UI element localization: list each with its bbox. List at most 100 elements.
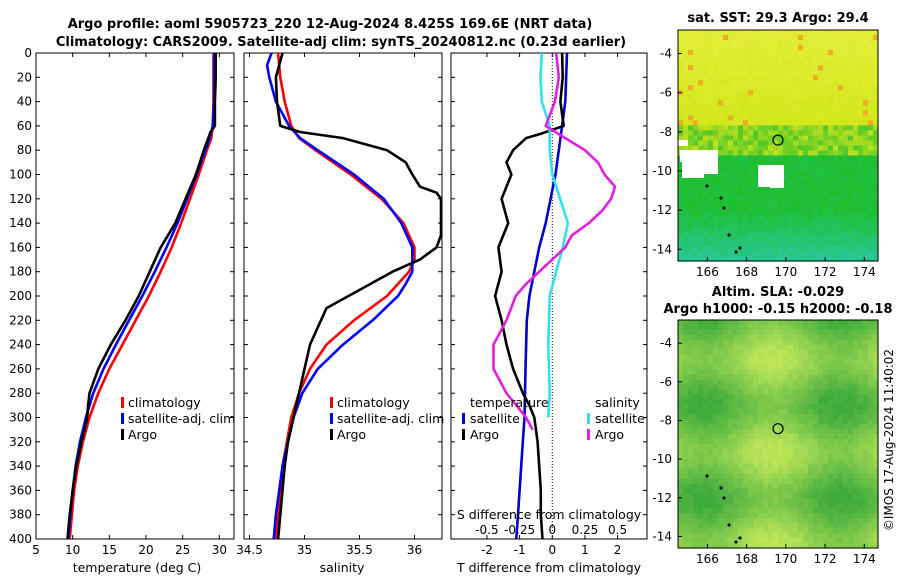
sst-map-cell	[768, 110, 774, 116]
sst-map-cell	[693, 100, 699, 106]
alt-map-cell	[838, 498, 844, 504]
sst-map-cell	[868, 145, 874, 152]
sst-map-cell	[713, 130, 719, 136]
alt-map-cell	[713, 443, 719, 450]
alt-map-cell	[833, 443, 839, 450]
alt-map-cell	[733, 334, 739, 341]
alt-map-cell	[828, 349, 834, 356]
sst-map-cell	[698, 95, 704, 101]
alt-map-cell	[823, 498, 829, 504]
sst-map-cell	[733, 205, 739, 212]
alt-map-cell	[738, 344, 744, 351]
alt-map-cell	[733, 429, 739, 435]
alt-map-cell	[848, 394, 854, 400]
sst-map-cell	[873, 220, 879, 227]
alt-map-cell	[708, 325, 714, 331]
sst-map-cell	[818, 55, 824, 61]
sst-map-cell	[808, 240, 814, 247]
sst-map-cell	[838, 205, 844, 212]
sst-map-cell	[688, 190, 694, 197]
y-tick-label: 340	[9, 459, 32, 473]
sst-map-cell	[678, 125, 684, 131]
sst-map-cell	[728, 120, 734, 126]
alt-map-cell	[688, 339, 694, 346]
sst-map-cell	[683, 230, 689, 237]
sst-map-cell	[873, 256, 879, 262]
sst-map-cell	[853, 135, 859, 142]
alt-map-cell	[743, 528, 749, 534]
sst-map-cell	[863, 210, 869, 217]
sst-map-cell	[708, 115, 714, 121]
sst-map-cell	[838, 130, 844, 136]
sst-map-cell	[753, 145, 759, 152]
sst-map-cell	[723, 40, 729, 46]
sst-map-cell	[833, 210, 839, 217]
sst-map-cell	[768, 100, 774, 106]
alt-map-cell	[743, 354, 749, 361]
sst-map-cell	[758, 225, 764, 232]
alt-map-cell	[818, 498, 824, 504]
sst-map-cell	[708, 180, 714, 187]
sst-map-cell	[813, 235, 819, 242]
sst-map-cell	[798, 195, 804, 202]
sst-map-cell	[713, 100, 719, 106]
sst-map-cell	[688, 70, 694, 76]
alt-map-cell	[773, 478, 779, 485]
alt-map-cell	[813, 463, 819, 470]
alt-map-cell	[718, 468, 724, 475]
sst-map-cell	[833, 70, 839, 76]
sst-map-cell	[693, 80, 699, 86]
alt-map-cell	[683, 359, 689, 366]
alt-map-cell	[678, 528, 684, 534]
alt-map-cell	[863, 394, 869, 400]
sst-map-cell	[848, 200, 854, 207]
alt-map-cell	[698, 364, 704, 371]
alt-map-cell	[758, 429, 764, 435]
sst-map-cell	[813, 165, 819, 172]
alt-map-cell	[728, 483, 734, 490]
sst-map-cell	[798, 200, 804, 207]
alt-map-cell	[733, 414, 739, 420]
sst-map-cell	[873, 200, 879, 207]
alt-map-cell	[858, 359, 864, 366]
alt-map-cell	[783, 364, 789, 371]
sst-map-cell	[868, 210, 874, 217]
sst-map-cell	[728, 45, 734, 51]
alt-map-cell	[723, 334, 729, 341]
alt-map-cell	[708, 503, 714, 509]
alt-map-cell	[838, 344, 844, 351]
sst-map-cell	[833, 105, 839, 111]
sst-map-cell	[858, 75, 864, 81]
alt-map-cell	[783, 374, 789, 381]
sst-map-cell	[713, 190, 719, 197]
alt-map-cell	[843, 349, 849, 356]
sst-map-cell	[708, 235, 714, 242]
alt-map-cell	[773, 463, 779, 470]
alt-map-cell	[698, 483, 704, 490]
alt-map-cell	[763, 320, 769, 326]
alt-map-cell	[813, 473, 819, 480]
sst-map-cell	[723, 55, 729, 61]
alt-map-cell	[828, 344, 834, 351]
alt-map-cell	[678, 543, 684, 549]
alt-map-cell	[738, 439, 744, 445]
x-tick-label: 35.5	[346, 543, 373, 557]
alt-map-cell	[798, 394, 804, 400]
alt-map-cell	[778, 543, 784, 549]
alt-map-cell	[728, 404, 734, 410]
alt-map-cell	[698, 453, 704, 460]
sst-map-cell	[738, 55, 744, 61]
sst-map-cell	[858, 115, 864, 121]
alt-map-cell	[808, 543, 814, 549]
alt-map-cell	[758, 434, 764, 440]
sst-map-cell	[863, 50, 869, 56]
map-y-tick-label: -14	[652, 242, 672, 256]
sst-map-cell	[763, 135, 769, 142]
sst-map-cell	[788, 215, 794, 222]
alt-map-cell	[828, 359, 834, 366]
sst-map-cell	[868, 240, 874, 247]
alt-map-cell	[753, 344, 759, 351]
alt-map-cell	[848, 533, 854, 539]
alt-map-cell	[748, 404, 754, 410]
alt-map-cell	[693, 503, 699, 509]
